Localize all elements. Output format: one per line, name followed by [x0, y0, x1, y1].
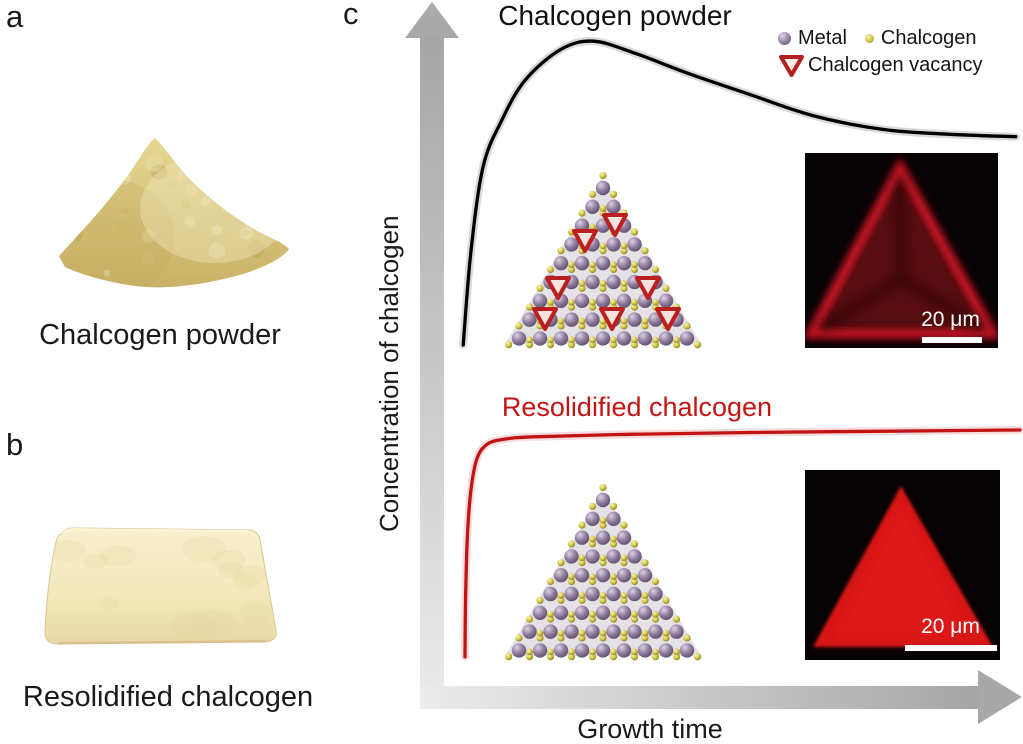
scale-bar: [922, 337, 982, 343]
legend-chalcogen-label: Chalcogen: [880, 27, 977, 49]
chalcogen-powder-illustration: [59, 138, 289, 288]
pl-image-defective: [805, 153, 998, 348]
red-curve-label: Resolidified chalcogen: [501, 392, 773, 422]
y-axis-label: Concentration of chalcogen: [374, 215, 404, 533]
legend-row-vacancy: Chalcogen vacancy: [778, 52, 983, 79]
resolidified-chalcogen-illustration: [44, 527, 277, 645]
vacancy-triangle-icon: [779, 55, 804, 77]
legend-row-atoms: Metal Chalcogen: [778, 25, 983, 52]
pl-image-uniform: [805, 470, 1000, 660]
chalcogen-atom-icon: [864, 34, 874, 43]
y-axis-arrow: [405, 2, 459, 709]
panel-b-caption: Resolidified chalcogen: [22, 681, 314, 713]
legend-vacancy-label: Chalcogen vacancy: [808, 54, 983, 76]
pristine-lattice-illustration: [504, 484, 702, 661]
black-curve-title: Chalcogen powder: [498, 0, 732, 31]
defective-lattice-illustration: [504, 172, 702, 349]
x-axis-arrow: [420, 670, 1022, 724]
legend: Metal Chalcogen Chalcogen vacancy: [778, 25, 983, 79]
scale-bar: [905, 645, 997, 651]
panel-a-letter: a: [6, 0, 24, 34]
x-axis-label: Growth time: [577, 714, 723, 744]
panel-a-caption: Chalcogen powder: [39, 319, 281, 351]
legend-metal-label: Metal: [798, 27, 847, 49]
panel-c-letter: c: [343, 0, 359, 31]
panel-b-letter: b: [6, 427, 24, 462]
scale-bar-label: 20 μm: [921, 615, 980, 638]
scale-bar-label: 20 μm: [921, 308, 980, 331]
metal-atom-icon: [778, 32, 791, 45]
